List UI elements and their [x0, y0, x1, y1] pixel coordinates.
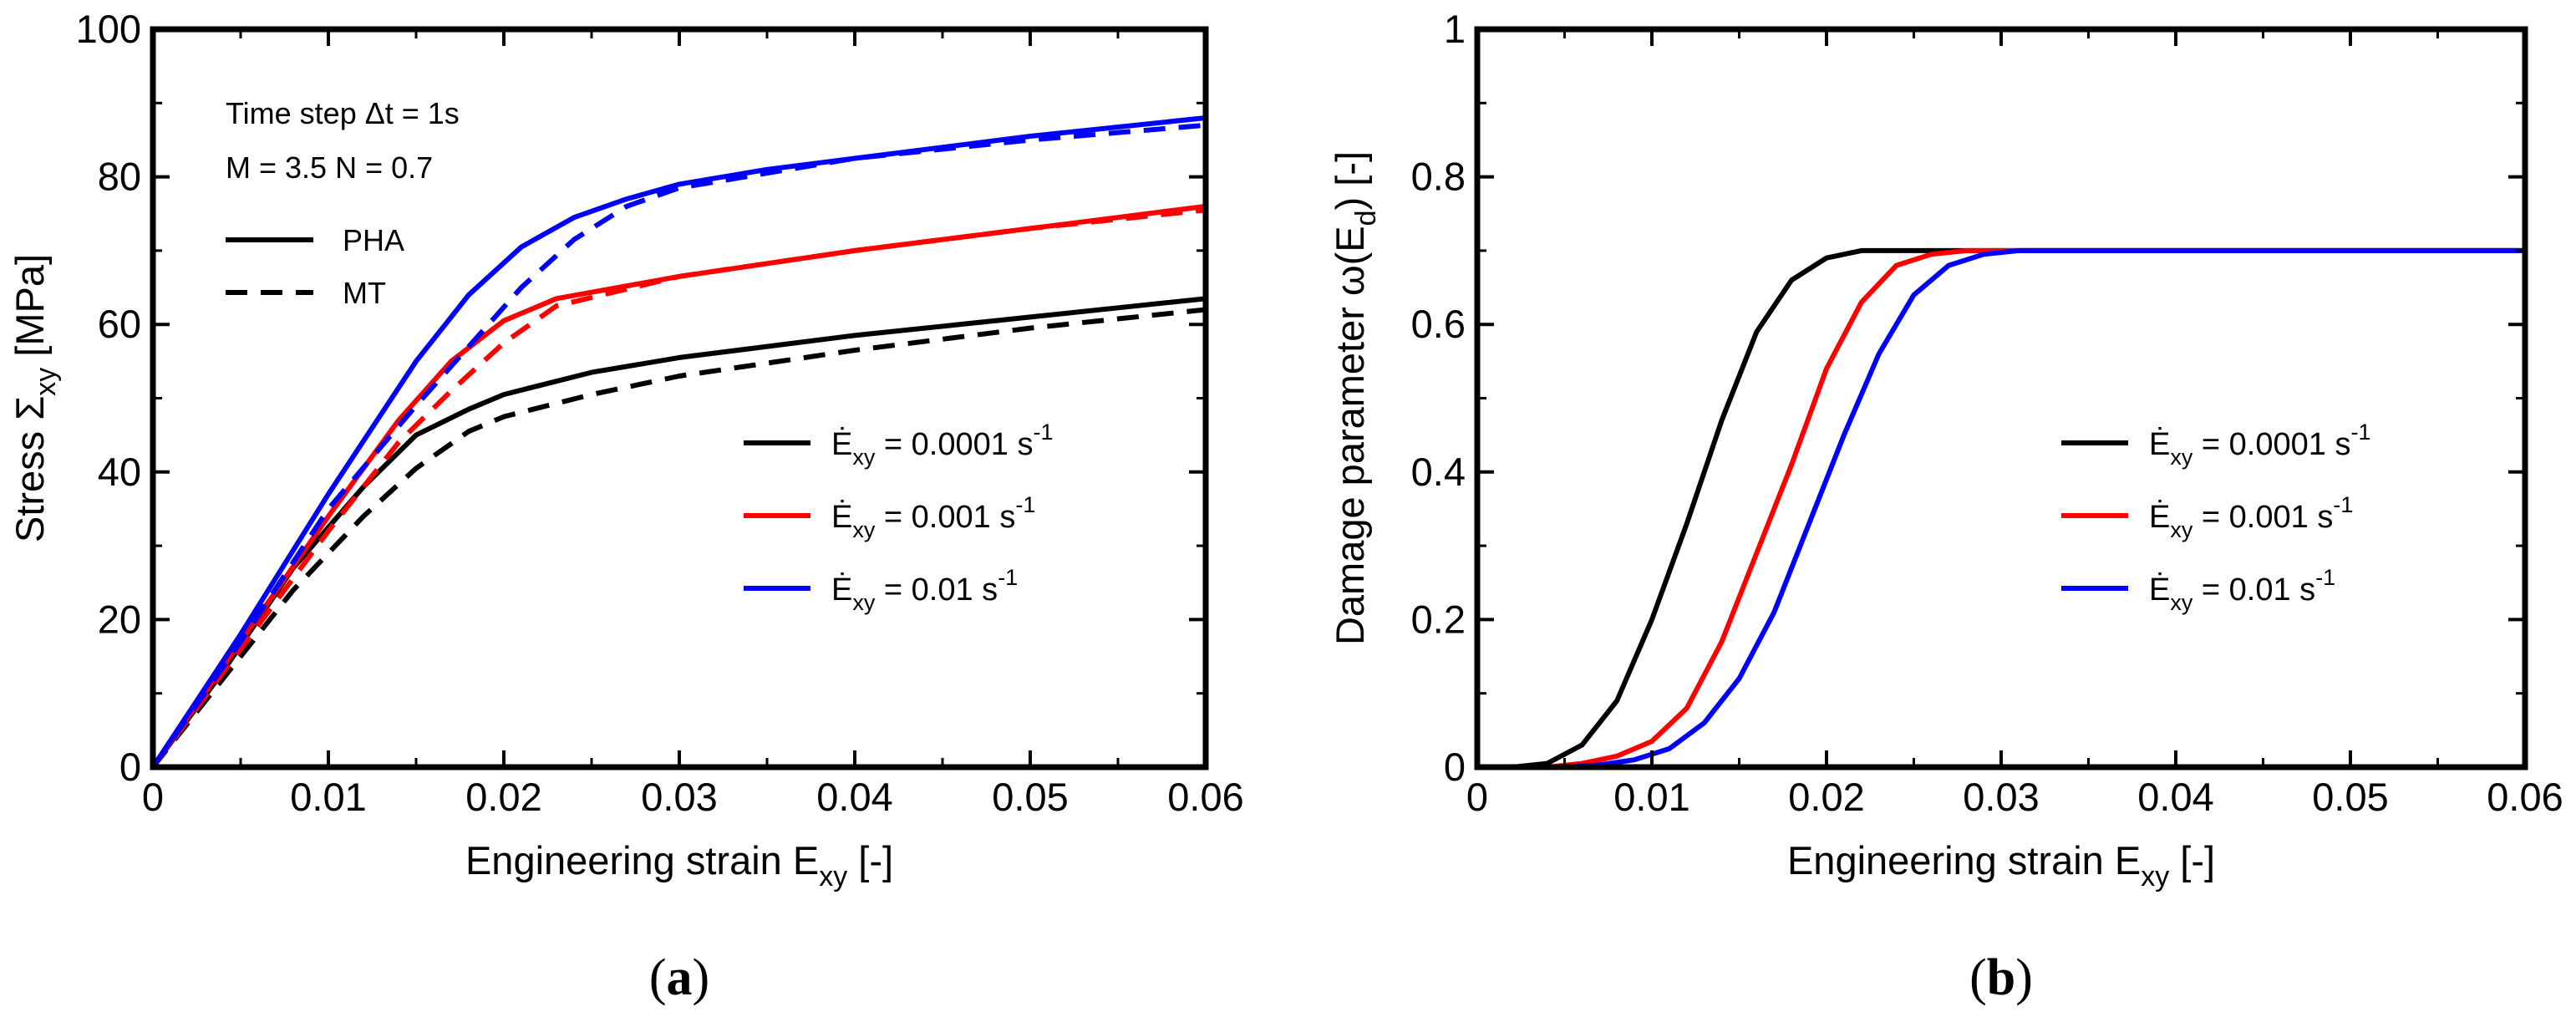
y-axis-label-tail: ) [-] [1328, 151, 1372, 210]
rate-legend-sub: xy [852, 517, 876, 542]
rate-legend-symbol: Ė [831, 499, 852, 535]
x-tick-label: 0.06 [2487, 775, 2563, 819]
rate-legend-text: = 0.001 s [875, 500, 1015, 535]
x-tick-label: 0.02 [465, 775, 541, 819]
x-axis-label: Engineering strain Exy [-] [465, 838, 893, 892]
y-axis-label: Damage parameter ω(Ed) [-] [1328, 151, 1382, 645]
rate-legend-text: = 0.01 s [2192, 572, 2315, 608]
y-tick-label: 20 [98, 597, 141, 641]
y-tick-label: 0 [1444, 745, 1466, 789]
x-tick-label: 0.04 [2137, 775, 2213, 819]
rate-legend-sup: -1 [998, 565, 1018, 590]
series-line-a-1 [153, 307, 1206, 767]
y-tick-label: 1 [1444, 7, 1466, 51]
x-tick-label: 0.03 [1963, 775, 2039, 819]
x-tick-label: 0.01 [1613, 775, 1689, 819]
x-tick-label: 0.04 [816, 775, 892, 819]
rate-legend-text: = 0.0001 s [875, 427, 1033, 462]
rate-legend-symbol: Ė [2149, 426, 2170, 462]
rate-legend-sub: xy [2170, 590, 2193, 615]
x-tick-label: 0.06 [1167, 775, 1243, 819]
y-axis-label-sub: d [1350, 210, 1382, 226]
rate-legend-text: = 0.001 s [2192, 500, 2333, 535]
y-tick-label: 0.2 [1411, 597, 1466, 641]
rate-legend-sup: -1 [2315, 565, 2335, 590]
y-axis-label-main: Damage parameter ω(E [1328, 226, 1372, 645]
x-axis-label-tail: [-] [2169, 838, 2215, 882]
x-axis-label: Engineering strain Exy [-] [1787, 838, 2215, 892]
x-axis-label-sub: xy [819, 861, 847, 892]
panel-label-close: ) [693, 949, 710, 1006]
y-tick-label: 40 [98, 450, 141, 494]
rate-legend-text: = 0.01 s [875, 572, 998, 608]
series-group [1477, 247, 2525, 767]
y-axis-label-main: Stress Σ [8, 396, 52, 542]
panel-label-open: ( [1969, 949, 1987, 1006]
panel-label: (a) [649, 949, 709, 1006]
x-tick-label: 0.03 [641, 775, 717, 819]
plot-frame [1474, 26, 2528, 770]
y-tick-label: 0.8 [1411, 155, 1466, 199]
rate-legend-symbol: Ė [831, 426, 852, 462]
series-line-b-2 [1477, 247, 2525, 767]
rate-legend-text: = 0.0001 s [2192, 427, 2350, 462]
x-tick-label: 0 [142, 775, 164, 819]
x-tick-label: 0.02 [1788, 775, 1864, 819]
y-tick-label: 0.6 [1411, 302, 1466, 346]
rate-legend-label: Ėxy = 0.0001 s-1 [831, 420, 1053, 470]
rate-legend-sub: xy [2170, 445, 2193, 470]
y-axis-label-tail: [MPa] [8, 254, 52, 368]
rate-legend-label: Ėxy = 0.001 s-1 [831, 492, 1035, 542]
y-tick-label: 0.4 [1411, 450, 1466, 494]
rate-legend-symbol: Ė [831, 572, 852, 608]
panel-label-letter: b [1987, 949, 2015, 1006]
rate-legend-symbol: Ė [2149, 499, 2170, 535]
x-axis-label-main: Engineering strain E [465, 838, 819, 882]
plot-frame [150, 26, 1209, 770]
rate-legend-label: Ėxy = 0.01 s-1 [2149, 565, 2335, 615]
y-axis-label-sub: xy [30, 368, 62, 396]
y-axis-label: Stress Σxy [MPa] [8, 254, 62, 542]
panel-label-letter: a [667, 949, 693, 1006]
series-line-a-5 [153, 122, 1206, 767]
y-tick-label: 60 [98, 302, 141, 346]
chart-panel-a: 0 0.01 0.02 0.03 0.04 0.05 0.06 0 20 40 60 80 100 Eng… [8, 7, 1244, 1006]
rate-legend-sup: -1 [2350, 420, 2370, 445]
x-tick-label: 0.01 [290, 775, 366, 819]
series-line-a-4 [153, 115, 1206, 767]
y-tick-label: 0 [119, 745, 141, 789]
rate-legend-label: Ėxy = 0.001 s-1 [2149, 492, 2353, 542]
style-legend-label: MT [343, 276, 386, 310]
panel-label-open: ( [649, 949, 667, 1006]
series-group [153, 115, 1206, 767]
rate-legend-sub: xy [852, 590, 876, 615]
x-axis-label-tail: [-] [847, 838, 893, 882]
x-tick-label: 0.05 [992, 775, 1068, 819]
y-tick-label: 100 [76, 7, 141, 51]
rate-legend-label: Ėxy = 0.01 s-1 [831, 565, 1018, 615]
annotation: Time step Δt = 1s [226, 96, 460, 130]
rate-legend-symbol: Ė [2149, 572, 2170, 608]
panel-label-close: ) [2015, 949, 2033, 1006]
rate-legend-sub: xy [2170, 517, 2193, 542]
panel-label: (b) [1969, 949, 2033, 1006]
series-line-a-2 [153, 203, 1206, 767]
style-legend-label: PHA [343, 223, 404, 257]
x-tick-label: 0 [1466, 775, 1488, 819]
x-axis-label-main: Engineering strain E [1787, 838, 2141, 882]
series-line-b-1 [1477, 247, 2525, 767]
rate-legend-sup: -1 [1015, 492, 1035, 517]
x-axis-label-sub: xy [2141, 861, 2169, 892]
y-tick-label: 80 [98, 155, 141, 199]
rate-legend-label: Ėxy = 0.0001 s-1 [2149, 420, 2370, 470]
series-line-b-0 [1477, 247, 2525, 767]
annotation: M = 3.5 N = 0.7 [226, 150, 433, 185]
chart-panel-b: 0 0.01 0.02 0.03 0.04 0.05 0.06 0 0.2 0.4 0.6 0.8 1 E… [1328, 7, 2563, 1006]
rate-legend-sup: -1 [1033, 420, 1053, 445]
rate-legend-sub: xy [852, 445, 876, 470]
x-tick-label: 0.05 [2312, 775, 2388, 819]
rate-legend-sup: -1 [2333, 492, 2353, 517]
